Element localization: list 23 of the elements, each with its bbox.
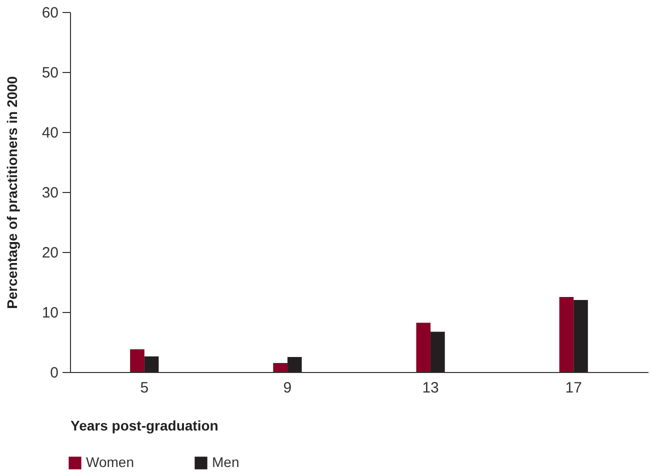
- bar: [287, 357, 302, 372]
- x-tick-label: 9: [283, 380, 292, 396]
- bar: [430, 332, 445, 372]
- y-tick-label: 10: [42, 304, 58, 322]
- bar: [144, 356, 159, 372]
- bar: [559, 297, 574, 372]
- y-tick-label: 50: [42, 64, 58, 82]
- legend-label: Women: [86, 454, 134, 470]
- y-axis-title: Percentage of practitioners in 2000: [4, 76, 20, 309]
- y-tick-label: 40: [42, 124, 58, 142]
- y-tick-label: 30: [42, 184, 58, 202]
- x-axis-title: Years post-graduation: [70, 418, 218, 434]
- y-tick-label: 60: [42, 4, 58, 22]
- x-tick-label: 13: [422, 380, 439, 396]
- y-tick-label: 0: [50, 364, 58, 382]
- legend-label: Men: [212, 454, 240, 470]
- bar: [416, 322, 431, 372]
- bar: [574, 300, 588, 372]
- x-tick-label: 17: [565, 380, 582, 396]
- bar: [130, 349, 144, 372]
- y-tick-label: 20: [42, 244, 58, 262]
- x-tick-label: 5: [140, 380, 149, 396]
- bar: [273, 363, 288, 372]
